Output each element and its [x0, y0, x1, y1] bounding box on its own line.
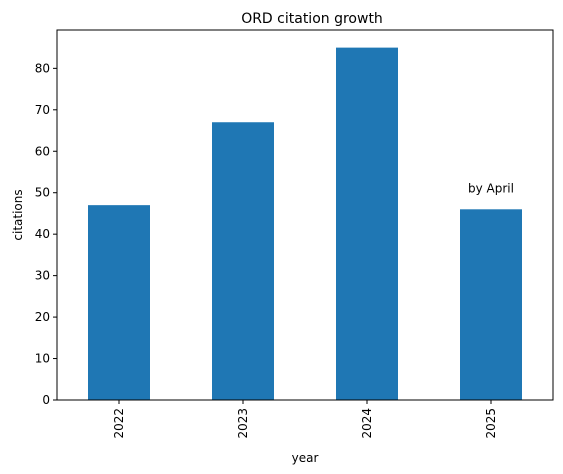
- x-tick-label: 2022: [112, 408, 126, 439]
- bar-2022: [88, 205, 150, 400]
- plot-frame: [56, 29, 554, 401]
- y-axis-ticks: 0 10 20 30 40 50 60 70 80: [35, 61, 57, 407]
- x-axis-label: year: [292, 451, 319, 465]
- bar-2025: [460, 209, 522, 400]
- bar-2024: [336, 47, 398, 401]
- y-tick-label: 40: [35, 227, 50, 241]
- x-tick-label: 2025: [484, 408, 498, 439]
- y-tick-label: 30: [35, 269, 50, 283]
- y-tick-label: 10: [35, 352, 50, 366]
- y-tick-label: 0: [42, 393, 50, 407]
- y-tick-label: 70: [35, 103, 50, 117]
- y-tick-label: 80: [35, 61, 50, 75]
- y-tick-label: 50: [35, 186, 50, 200]
- bar-2023: [212, 122, 274, 401]
- x-axis-ticks: 2022 2023 2024 2025: [112, 400, 498, 439]
- annotations: by April: [468, 182, 514, 196]
- y-tick-label: 20: [35, 310, 50, 324]
- y-axis-label: citations: [11, 189, 25, 240]
- x-tick-label: 2023: [236, 408, 250, 439]
- y-tick-label: 60: [35, 144, 50, 158]
- bars: [88, 47, 522, 401]
- x-tick-label: 2024: [360, 408, 374, 439]
- chart-title: ORD citation growth: [241, 11, 383, 27]
- annotation-label: by April: [468, 182, 514, 196]
